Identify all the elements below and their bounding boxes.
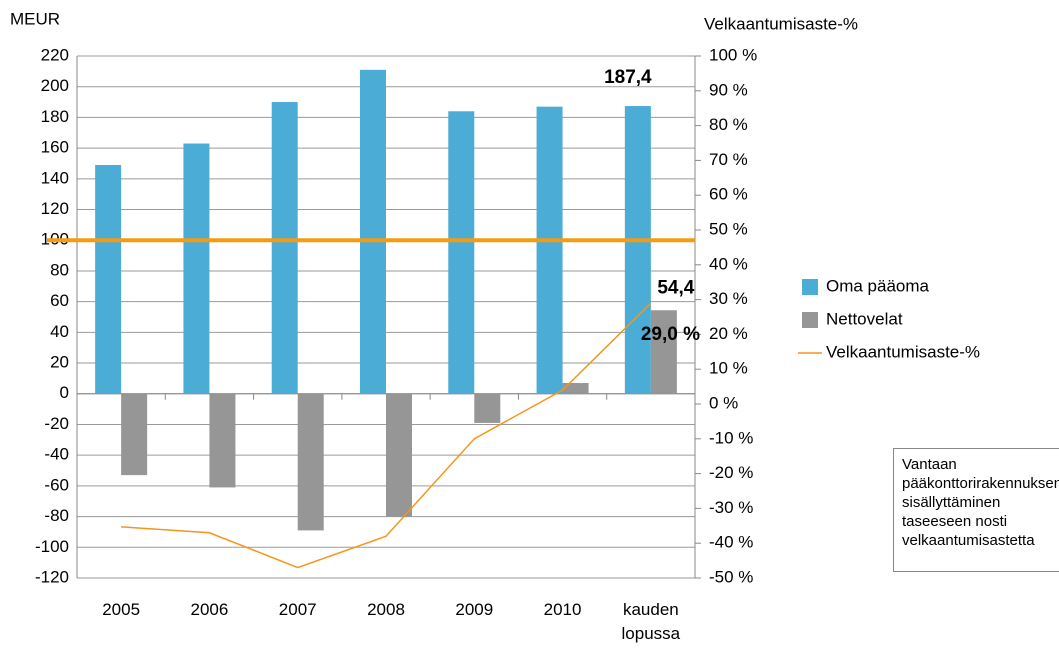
y2-axis-title: Velkaantumisaste-% bbox=[704, 14, 858, 33]
bar bbox=[183, 143, 210, 394]
y-tick-label: 180 bbox=[41, 107, 69, 126]
x-tick-label: 2006 bbox=[190, 600, 229, 619]
bar bbox=[474, 393, 501, 423]
bar bbox=[386, 393, 412, 517]
x-tick-label: 2010 bbox=[543, 600, 582, 619]
y2-tick-label: -10 % bbox=[709, 428, 753, 447]
x-tick-label: 2007 bbox=[278, 600, 317, 619]
legend-swatch bbox=[802, 279, 818, 295]
data-label: 29,0 % bbox=[641, 324, 700, 345]
bar bbox=[95, 165, 122, 394]
y2-tick-label: 50 % bbox=[709, 219, 748, 238]
bar bbox=[297, 393, 324, 531]
y-tick-label: 120 bbox=[41, 199, 69, 218]
y-tick-label: -40 bbox=[44, 445, 69, 464]
legend-label: Oma pääoma bbox=[826, 276, 930, 295]
y-tick-label: 200 bbox=[41, 76, 69, 95]
y-tick-label: 220 bbox=[41, 45, 69, 64]
y-tick-label: 60 bbox=[50, 291, 69, 310]
y2-tick-label: 70 % bbox=[709, 150, 748, 169]
y-axis-title: MEUR bbox=[10, 9, 60, 28]
y-tick-label: 20 bbox=[50, 353, 69, 372]
y2-tick-label: 80 % bbox=[709, 115, 748, 134]
y-tick-label: -80 bbox=[44, 506, 69, 525]
y-tick-label: 160 bbox=[41, 138, 69, 157]
bar bbox=[448, 111, 475, 394]
bar bbox=[562, 383, 589, 394]
y2-tick-label: 90 % bbox=[709, 80, 748, 99]
y2-tick-label: 40 % bbox=[709, 254, 748, 273]
y2-tick-label: 0 % bbox=[709, 393, 738, 412]
annotation: Vantaan pääkonttorirakennuksen sisällytt… bbox=[893, 448, 1059, 572]
y-tick-label: -120 bbox=[35, 567, 69, 586]
x-tick-label: 2008 bbox=[367, 600, 405, 619]
data-label: 187,4 bbox=[604, 67, 652, 88]
x-tick-label: 2005 bbox=[102, 600, 141, 619]
line bbox=[121, 302, 652, 569]
y-tick-label: -100 bbox=[35, 537, 69, 556]
bar bbox=[624, 106, 651, 394]
data-label: 54,4 bbox=[657, 277, 694, 298]
y-tick-label: -60 bbox=[44, 475, 69, 494]
y2-tick-label: -20 % bbox=[709, 463, 753, 482]
y2-tick-label: 30 % bbox=[709, 289, 748, 308]
bar bbox=[536, 106, 563, 394]
x-tick-label: 2009 bbox=[455, 600, 494, 619]
bar bbox=[209, 393, 236, 488]
y2-tick-label: -30 % bbox=[709, 498, 753, 517]
bar bbox=[121, 393, 148, 476]
legend-swatch bbox=[802, 312, 818, 328]
y-tick-label: 0 bbox=[60, 383, 69, 402]
y2-tick-label: -50 % bbox=[709, 567, 753, 586]
y2-tick-label: -40 % bbox=[709, 533, 753, 552]
x-tick-label: kauden lopussa bbox=[621, 600, 681, 643]
legend-label: Nettovelat bbox=[826, 309, 903, 328]
y-tick-label: 80 bbox=[50, 260, 69, 279]
y2-tick-label: 100 % bbox=[709, 45, 757, 64]
bar bbox=[271, 102, 298, 394]
y-tick-label: 140 bbox=[41, 168, 69, 187]
y2-tick-label: 60 % bbox=[709, 185, 748, 204]
bar bbox=[650, 310, 677, 394]
bar bbox=[360, 69, 386, 394]
y2-tick-label: 10 % bbox=[709, 359, 748, 378]
y2-tick-label: 20 % bbox=[709, 324, 748, 343]
y-tick-label: 40 bbox=[50, 322, 69, 341]
y-tick-label: -20 bbox=[44, 414, 69, 433]
legend-label: Velkaantumisaste-% bbox=[826, 342, 980, 361]
